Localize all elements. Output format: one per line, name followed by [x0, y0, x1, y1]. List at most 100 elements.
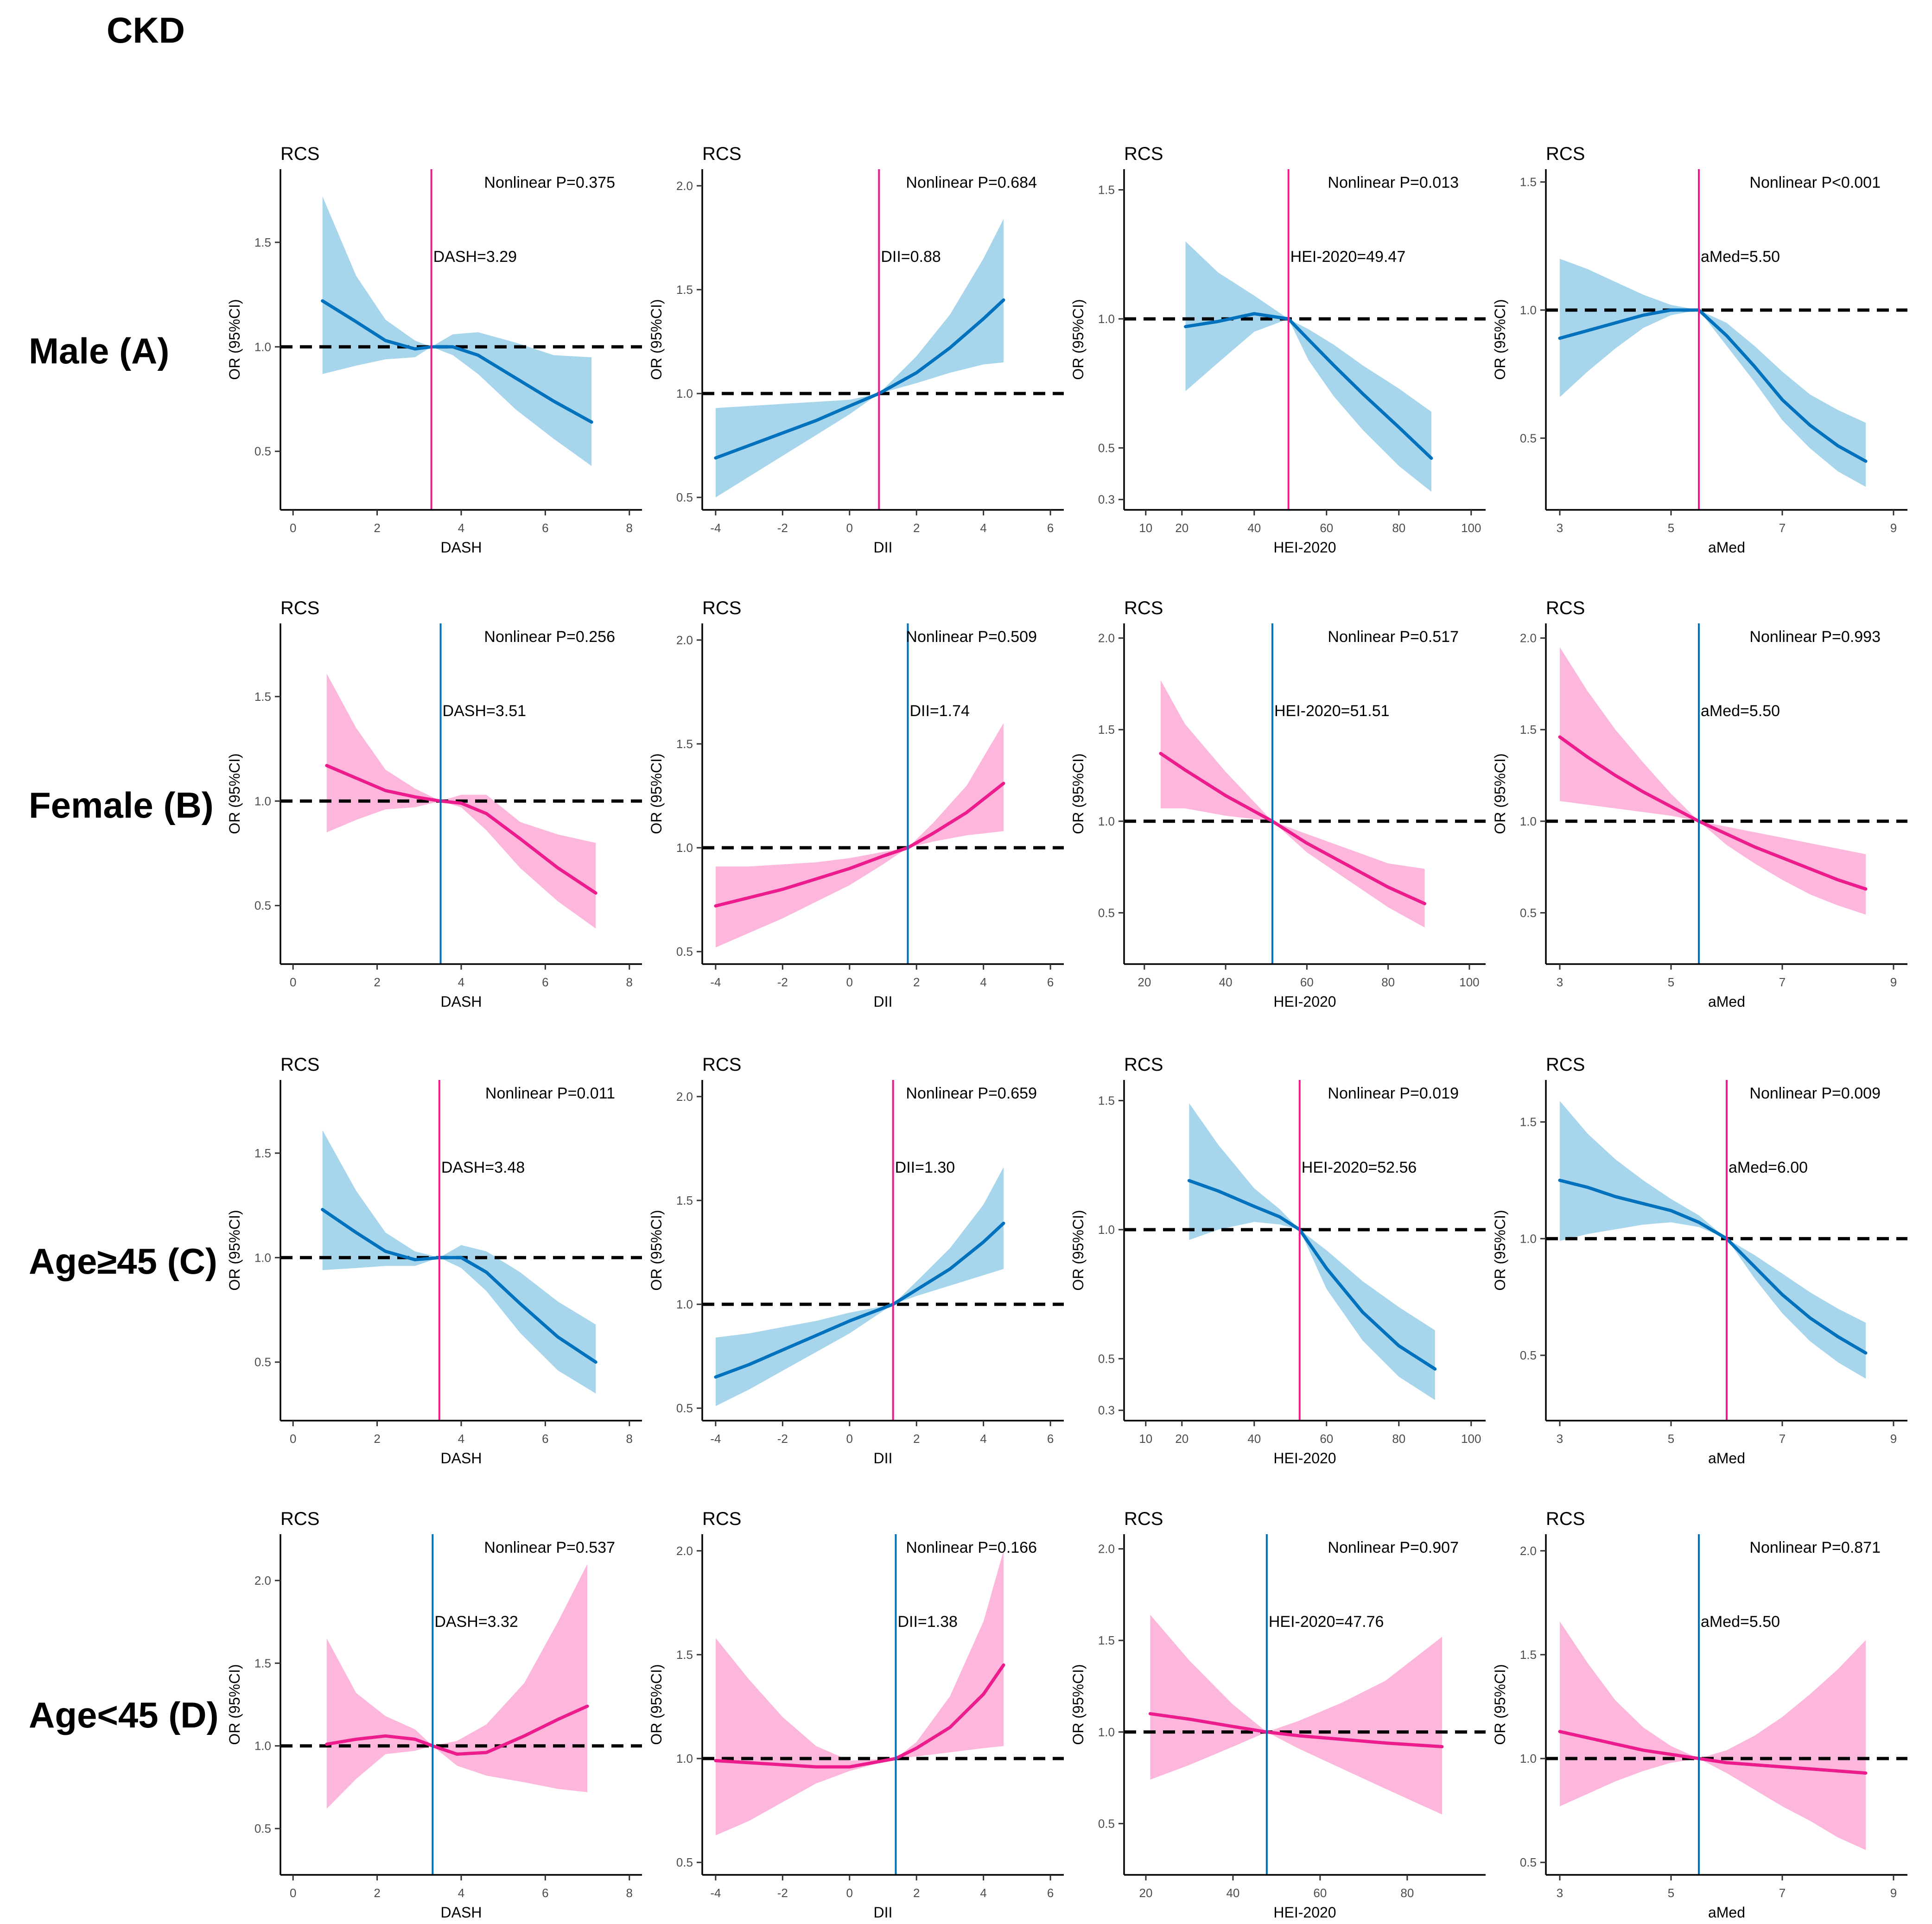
- or-curve: [714, 1663, 1005, 1769]
- or-curve: [1148, 1712, 1444, 1748]
- chart-title: RCS: [280, 144, 319, 164]
- x-tick-label: 20: [1138, 975, 1151, 989]
- x-tick-label: 5: [1668, 1432, 1674, 1446]
- y-tick-label: 0.5: [1520, 906, 1537, 920]
- y-axis-label: OR (95%CI): [1492, 299, 1508, 380]
- y-tick-label: 0.5: [1520, 1348, 1537, 1362]
- rcs-chart-12: 3 5 7 9 0.5 1.0 1.5 RCS aMed OR (95%CI) Nonlinear …: [1492, 1054, 1907, 1467]
- or-curve: [714, 1221, 1005, 1379]
- x-tick-label: 0: [846, 975, 853, 989]
- confidence-band: [1189, 1103, 1435, 1400]
- nonlinear-p-label: Nonlinear P<0.001: [1749, 174, 1881, 191]
- y-tick-label: 1.5: [676, 283, 693, 297]
- nonlinear-p-label: Nonlinear P=0.684: [906, 174, 1037, 191]
- x-tick-label: 80: [1381, 975, 1395, 989]
- chart-title: RCS: [280, 598, 319, 618]
- chart-title: RCS: [1546, 144, 1585, 164]
- y-tick-label: 2.0: [1098, 1542, 1115, 1556]
- rcs-chart-6: -4 -2 0 2 4 6 0.5 1.0 1.5 2.0 RCS DII OR (95%CI) Nonl…: [648, 598, 1064, 1010]
- y-tick-label: 1.0: [1520, 1752, 1537, 1765]
- nonlinear-p-label: Nonlinear P=0.013: [1328, 174, 1459, 191]
- y-tick-label: 0.5: [676, 490, 693, 504]
- chart-title: RCS: [702, 144, 741, 164]
- x-tick-label: 10: [1139, 521, 1152, 535]
- y-tick-label: 0.5: [254, 899, 271, 913]
- x-tick-label: 80: [1392, 1432, 1405, 1446]
- x-tick-label: 6: [1047, 521, 1054, 535]
- nonlinear-p-label: Nonlinear P=0.517: [1328, 628, 1459, 646]
- y-axis-label: OR (95%CI): [1492, 1210, 1508, 1290]
- y-tick-label: 1.5: [254, 235, 271, 249]
- chart-title: RCS: [1546, 1509, 1585, 1529]
- y-tick-label: 1.0: [676, 1752, 693, 1765]
- x-tick-label: 6: [542, 1432, 548, 1446]
- x-axis-label: HEI-2020: [1273, 993, 1336, 1010]
- x-tick-label: 20: [1175, 1432, 1188, 1446]
- or-curve: [325, 764, 597, 895]
- x-axis-label: aMed: [1708, 539, 1745, 556]
- median-value-label: DII=0.88: [881, 248, 941, 266]
- rcs-chart-10: -4 -2 0 2 4 6 0.5 1.0 1.5 2.0 RCS DII OR (95%CI) Nonl…: [648, 1054, 1064, 1467]
- y-tick-label: 1.5: [1520, 723, 1537, 737]
- y-tick-label: 2.0: [1098, 631, 1115, 645]
- x-tick-label: 7: [1779, 975, 1786, 989]
- chart-title: RCS: [1124, 1054, 1163, 1075]
- y-tick-label: 1.5: [254, 1146, 271, 1160]
- median-value-label: DASH=3.32: [434, 1613, 518, 1631]
- y-axis-label: OR (95%CI): [648, 299, 665, 380]
- y-axis-label: OR (95%CI): [648, 1210, 665, 1290]
- x-tick-label: 80: [1400, 1886, 1414, 1900]
- x-tick-label: 2: [374, 975, 380, 989]
- y-tick-label: 2.0: [676, 179, 693, 193]
- x-axis-label: DII: [874, 539, 893, 556]
- median-value-label: HEI-2020=52.56: [1302, 1159, 1417, 1176]
- x-tick-label: 6: [542, 975, 548, 989]
- y-axis-label: OR (95%CI): [226, 1664, 243, 1745]
- y-tick-label: 1.0: [254, 340, 271, 354]
- y-tick-label: 1.5: [1520, 175, 1537, 189]
- x-tick-label: 5: [1668, 975, 1674, 989]
- y-tick-label: 0.3: [1098, 1403, 1115, 1417]
- x-tick-label: 8: [626, 1886, 633, 1900]
- confidence-band: [1560, 1101, 1866, 1379]
- y-tick-label: 2.0: [676, 1090, 693, 1104]
- nonlinear-p-label: Nonlinear P=0.993: [1749, 628, 1881, 646]
- y-tick-label: 0.5: [676, 1401, 693, 1415]
- x-tick-label: 20: [1139, 1886, 1153, 1900]
- median-value-label: DASH=3.48: [441, 1159, 525, 1176]
- x-tick-label: 60: [1320, 521, 1333, 535]
- x-tick-label: 0: [290, 975, 296, 989]
- y-tick-label: 1.0: [254, 794, 271, 808]
- x-tick-label: 4: [980, 1886, 986, 1900]
- y-tick-label: 0.5: [1520, 1855, 1537, 1869]
- x-tick-label: 7: [1779, 1432, 1786, 1446]
- or-curve: [1558, 1179, 1868, 1355]
- x-axis-label: DII: [874, 1904, 893, 1921]
- confidence-band: [1160, 680, 1425, 927]
- x-tick-label: 2: [913, 521, 920, 535]
- chart-title: RCS: [280, 1509, 319, 1529]
- chart-title: RCS: [1546, 598, 1585, 618]
- or-curve: [1159, 752, 1426, 906]
- x-axis-label: aMed: [1708, 1904, 1745, 1921]
- y-tick-label: 0.5: [676, 945, 693, 959]
- x-tick-label: 7: [1779, 1886, 1786, 1900]
- nonlinear-p-label: Nonlinear P=0.256: [484, 628, 615, 646]
- chart-title: RCS: [702, 598, 741, 618]
- x-tick-label: -2: [777, 1886, 788, 1900]
- y-axis-label: OR (95%CI): [1070, 1210, 1087, 1290]
- x-tick-label: 100: [1459, 975, 1479, 989]
- rcs-chart-2: -4 -2 0 2 4 6 0.5 1.0 1.5 2.0 RCS DII OR (95%CI) Nonl…: [648, 144, 1064, 556]
- x-tick-label: 100: [1461, 1432, 1481, 1446]
- y-tick-label: 1.5: [254, 1656, 271, 1670]
- x-tick-label: 4: [458, 975, 464, 989]
- y-tick-label: 1.5: [676, 737, 693, 751]
- rcs-chart-13: 0 2 4 6 8 0.5 1.0 1.5 2.0 RCS DASH OR (95%CI) Nonlin…: [226, 1509, 642, 1921]
- or-curve: [321, 299, 593, 424]
- y-tick-label: 1.5: [1098, 1633, 1115, 1647]
- y-tick-label: 2.0: [676, 633, 693, 647]
- y-axis-label: OR (95%CI): [1070, 753, 1087, 834]
- x-tick-label: -4: [710, 521, 721, 535]
- x-tick-label: 8: [626, 1432, 633, 1446]
- y-tick-label: 0.5: [676, 1855, 693, 1869]
